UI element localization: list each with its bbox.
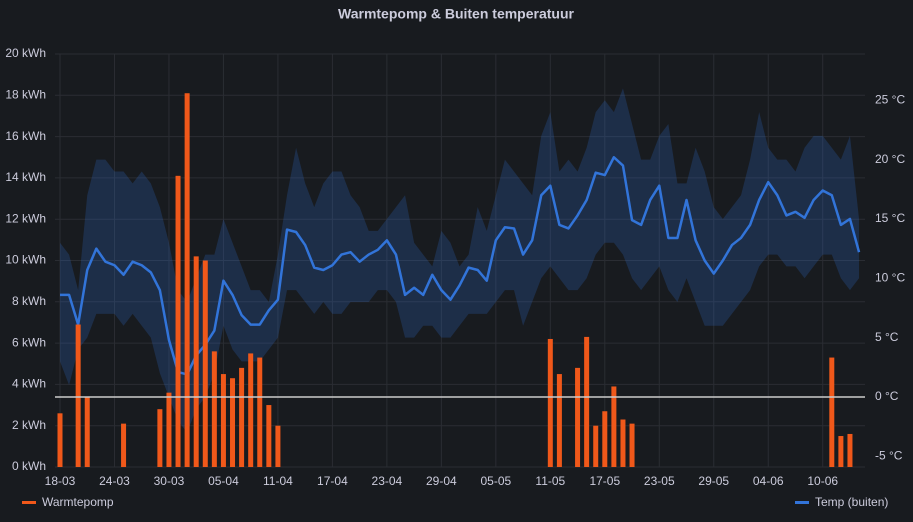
bar	[202, 260, 208, 467]
bar	[602, 411, 608, 467]
y2-tick-label: 10 °C	[875, 270, 905, 284]
bar	[611, 386, 617, 467]
temp-range-band	[60, 88, 860, 433]
x-tick-label: 24-03	[99, 474, 130, 488]
bar	[847, 433, 853, 467]
y-tick-label: 6 kWh	[12, 335, 46, 349]
x-tick-label: 29-05	[698, 474, 729, 488]
y2-tick-label: 0 °C	[875, 389, 899, 403]
y-tick-label: 14 kWh	[5, 170, 46, 184]
y-tick-label: 4 kWh	[12, 377, 46, 391]
bar	[556, 374, 562, 467]
x-tick-label: 30-03	[154, 474, 185, 488]
x-tick-label: 11-04	[263, 474, 293, 488]
x-tick-label: 11-05	[535, 474, 565, 488]
y2-tick-label: 25 °C	[875, 92, 905, 106]
x-tick-label: 23-05	[644, 474, 675, 488]
bar	[829, 357, 835, 467]
bar	[121, 423, 127, 467]
bar	[211, 351, 217, 467]
y-tick-label: 18 kWh	[5, 87, 46, 101]
bar	[593, 425, 599, 467]
bar	[547, 338, 553, 467]
y2-tick-label: -5 °C	[875, 448, 903, 462]
bar	[57, 413, 63, 467]
bar	[248, 353, 254, 467]
bar	[575, 367, 581, 467]
bar	[166, 392, 172, 467]
bar	[266, 405, 272, 467]
y-tick-label: 2 kWh	[12, 418, 46, 432]
x-tick-label: 04-06	[753, 474, 784, 488]
y2-tick-label: 20 °C	[875, 152, 905, 166]
bar	[184, 93, 190, 468]
y-tick-label: 12 kWh	[5, 211, 46, 225]
bar	[620, 419, 626, 467]
bar	[629, 423, 635, 467]
bar	[193, 256, 199, 467]
temp-line	[60, 156, 861, 376]
bar	[838, 436, 844, 467]
chart-title: Warmtepomp & Buiten temperatuur	[338, 6, 574, 22]
x-tick-label: 23-04	[372, 474, 403, 488]
y-tick-label: 0 kWh	[12, 459, 46, 473]
x-tick-label: 18-03	[45, 474, 76, 488]
bar	[157, 409, 163, 467]
legend-swatch	[795, 501, 809, 504]
legend-label: Temp (buiten)	[815, 495, 888, 509]
bar	[257, 357, 263, 467]
y-tick-label: 8 kWh	[12, 294, 46, 308]
y-tick-label: 20 kWh	[5, 46, 46, 60]
y2-tick-label: 5 °C	[875, 330, 899, 344]
x-tick-label: 17-04	[317, 474, 348, 488]
bar	[230, 378, 236, 467]
legend-swatch	[22, 501, 36, 504]
x-tick-label: 05-04	[208, 474, 239, 488]
x-tick-label: 29-04	[426, 474, 457, 488]
y-tick-label: 16 kWh	[5, 129, 46, 143]
bar	[239, 367, 245, 467]
legend-label: Warmtepomp	[42, 495, 114, 509]
bar	[275, 425, 281, 467]
bar	[584, 336, 590, 467]
bar	[220, 374, 226, 467]
x-tick-label: 05-05	[480, 474, 511, 488]
bar	[84, 396, 90, 467]
y2-tick-label: 15 °C	[875, 211, 905, 225]
x-tick-label: 17-05	[589, 474, 620, 488]
y-tick-label: 10 kWh	[5, 253, 46, 267]
bar	[75, 324, 81, 467]
bar	[175, 175, 181, 467]
x-tick-label: 10-06	[807, 474, 838, 488]
